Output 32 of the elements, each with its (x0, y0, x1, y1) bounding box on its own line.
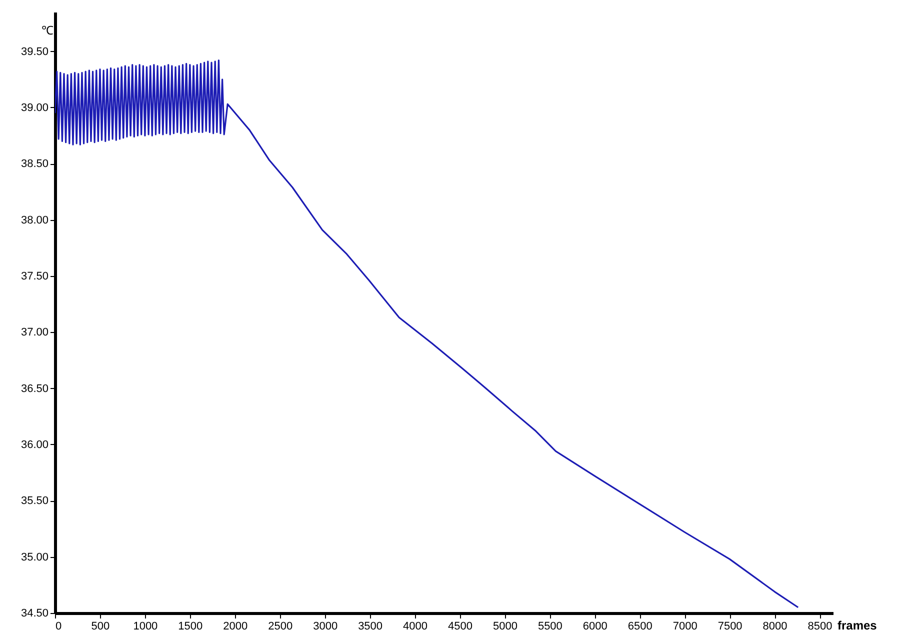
x-tick-label: 4000 (403, 620, 428, 632)
x-tick-label: 7500 (718, 620, 742, 632)
x-tick-label: 5000 (492, 620, 518, 632)
x-tick-label: 6500 (628, 620, 652, 632)
y-tick-label: 39.50 (20, 46, 48, 58)
x-tick-label: 2000 (223, 620, 248, 632)
x-tick-label: 1000 (133, 620, 158, 632)
x-tick-label: 3000 (313, 620, 338, 632)
y-tick-label: 34.50 (20, 608, 48, 620)
y-tick-label: 38.00 (20, 214, 48, 226)
x-tick-label: 6000 (582, 620, 608, 632)
y-tick-label: 37.00 (20, 326, 48, 339)
y-axis-title: ℃ (42, 24, 54, 38)
x-axis-title: frames (838, 618, 878, 632)
y-tick-label: 35.00 (20, 551, 48, 564)
x-tick-label: 0 (56, 620, 62, 632)
y-tick-label: 35.50 (20, 495, 48, 508)
x-tick-label: 500 (91, 620, 110, 632)
x-tick-label: 5500 (538, 620, 562, 632)
x-tick-label: 8500 (808, 620, 832, 632)
y-tick-label: 36.50 (20, 382, 48, 395)
y-tick-label: 39.00 (20, 102, 48, 114)
x-tick-label: 3500 (358, 620, 383, 632)
y-tick-label: 37.50 (20, 270, 48, 282)
x-tick-label: 1500 (178, 620, 203, 632)
x-tick-label: 2500 (268, 620, 293, 632)
line-series (55, 60, 799, 608)
y-tick-label: 38.50 (20, 158, 48, 170)
x-tick-label: 7000 (672, 620, 698, 632)
y-tick-label: 36.00 (20, 438, 48, 451)
x-tick-label: 8000 (762, 620, 788, 632)
x-tick-label: 4500 (448, 620, 472, 632)
